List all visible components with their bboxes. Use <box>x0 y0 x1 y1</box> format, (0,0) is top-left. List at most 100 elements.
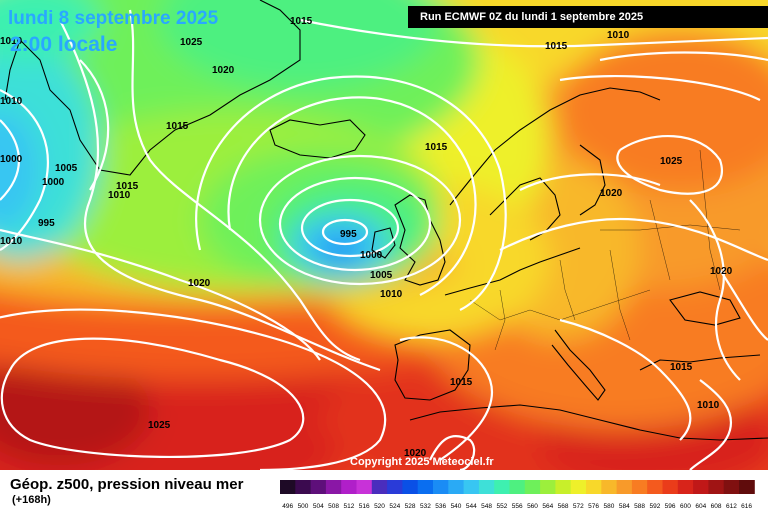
legend-tick-label: 596 <box>665 503 676 510</box>
legend-tick-label: 504 <box>313 503 324 510</box>
isobar-label: 1010 <box>380 289 403 300</box>
legend-tick-label: 600 <box>680 503 691 510</box>
legend-swatch <box>478 480 495 494</box>
legend-tick-label: 552 <box>496 503 507 510</box>
legend-swatch <box>280 480 296 494</box>
legend-swatch <box>356 480 373 494</box>
isobar-label: 1015 <box>425 142 448 153</box>
legend-swatch <box>601 480 618 494</box>
isobar-label: 1005 <box>370 270 393 281</box>
isobar-label: 1000 <box>0 154 23 165</box>
legend-tick-label: 496 <box>282 503 293 510</box>
isobar-label: 1010 <box>0 236 23 247</box>
isobar-labels: 1015 1025 1020 1015 1010 1005 1000 1015 … <box>0 16 733 459</box>
legend-tick-label: 540 <box>451 503 462 510</box>
isobar-label: 1020 <box>188 278 211 289</box>
legend-swatch <box>295 480 312 494</box>
legend-swatch <box>647 480 663 494</box>
legend-swatch <box>555 480 572 494</box>
color-scale-legend: 496 500 504 508 512 516 520 524 528 532 536 540 544 5… <box>280 480 755 510</box>
legend-swatch <box>524 480 541 494</box>
legend-tick-label: 584 <box>619 503 630 510</box>
isobar-label: 1025 <box>660 156 683 167</box>
isobar-label: 1010 <box>0 96 23 107</box>
legend-swatch <box>463 480 480 494</box>
lead-time: (+168h) <box>12 494 51 506</box>
legend-tick-label: 548 <box>481 503 492 510</box>
legend-swatch <box>448 480 465 494</box>
legend-tick-label: 616 <box>741 503 752 510</box>
legend-tick-label: 588 <box>634 503 645 510</box>
legend-swatch <box>708 480 725 494</box>
legend-tick-label: 524 <box>389 503 400 510</box>
legend-tick-label: 604 <box>695 503 706 510</box>
legend-tick-label: 592 <box>649 503 660 510</box>
legend-swatch <box>371 480 388 494</box>
run-info-banner: Run ECMWF 0Z du lundi 1 septembre 2025 <box>408 6 768 28</box>
isobar-label: 1015 <box>450 377 473 388</box>
coastlines <box>4 0 768 441</box>
forecast-time-title: 2:00 locale <box>10 33 118 56</box>
isobar-label: 1000 <box>42 177 65 188</box>
weather-map: 1015 1025 1020 1015 1010 1005 1000 1015 … <box>0 0 768 470</box>
isobar-label: 1020 <box>404 448 427 459</box>
legend-tick-label: 576 <box>588 503 599 510</box>
isobar-label: 1025 <box>148 420 171 431</box>
legend-tick-label: 520 <box>374 503 385 510</box>
legend-swatch <box>570 480 587 494</box>
legend-swatch <box>540 480 556 494</box>
isobar-label: 1015 <box>116 181 139 192</box>
legend-tick-label: 580 <box>603 503 614 510</box>
legend-tick-label: 528 <box>405 503 416 510</box>
legend-swatch <box>433 480 449 494</box>
legend-tick-label: 612 <box>726 503 737 510</box>
legend-tick-label: 572 <box>573 503 584 510</box>
isobars <box>0 9 768 470</box>
legend-swatch <box>616 480 633 494</box>
isobar-label: 1020 <box>212 65 235 76</box>
legend-tick-label: 568 <box>558 503 569 510</box>
copyright-text: Copyright 2025 Meteociel.fr <box>350 456 494 468</box>
legend-swatch <box>723 480 740 494</box>
legend-tick-label: 564 <box>542 503 553 510</box>
legend-tick-label: 532 <box>420 503 431 510</box>
isobar-label: 1015 <box>290 16 313 27</box>
legend-swatch <box>402 480 419 494</box>
isobar-label: 1025 <box>180 37 203 48</box>
legend-swatch <box>325 480 342 494</box>
legend-tick-label: 536 <box>435 503 446 510</box>
legend-swatch <box>586 480 602 494</box>
legend-swatch <box>662 480 679 494</box>
isobar-label: 1015 <box>670 362 693 373</box>
legend-tick-label: 508 <box>328 503 339 510</box>
isobar-label: 1005 <box>55 163 78 174</box>
isobar-label: 1010 <box>607 30 630 41</box>
legend-swatch <box>494 480 510 494</box>
isobar-label: 1020 <box>710 266 733 277</box>
isobar-label: 1015 <box>166 121 189 132</box>
forecast-date-title: lundi 8 septembre 2025 <box>8 8 219 29</box>
legend-swatch <box>387 480 403 494</box>
isobar-label: 995 <box>340 229 357 240</box>
map-canvas: 1015 1025 1020 1015 1010 1005 1000 1015 … <box>0 0 768 470</box>
legend-swatch <box>631 480 648 494</box>
isobar-label: 1015 <box>545 41 568 52</box>
legend-swatch <box>677 480 694 494</box>
legend-tick-label: 608 <box>711 503 722 510</box>
legend-tick-label: 556 <box>512 503 523 510</box>
legend-swatch <box>693 480 709 494</box>
isobar-label: 995 <box>38 218 55 229</box>
isobar-label: 1020 <box>600 188 623 199</box>
legend-tick-label: 516 <box>359 503 370 510</box>
legend-tick-label: 500 <box>298 503 309 510</box>
isobar-label: 1000 <box>360 250 383 261</box>
legend-swatch <box>310 480 327 494</box>
legend-tick-label: 512 <box>343 503 354 510</box>
legend-tick-label: 544 <box>466 503 477 510</box>
isobar-label: 1010 <box>697 400 720 411</box>
legend-swatch <box>417 480 434 494</box>
legend-swatch <box>739 480 755 494</box>
legend-swatch <box>509 480 526 494</box>
geopotential-field <box>0 0 768 470</box>
legend-tick-label: 560 <box>527 503 538 510</box>
